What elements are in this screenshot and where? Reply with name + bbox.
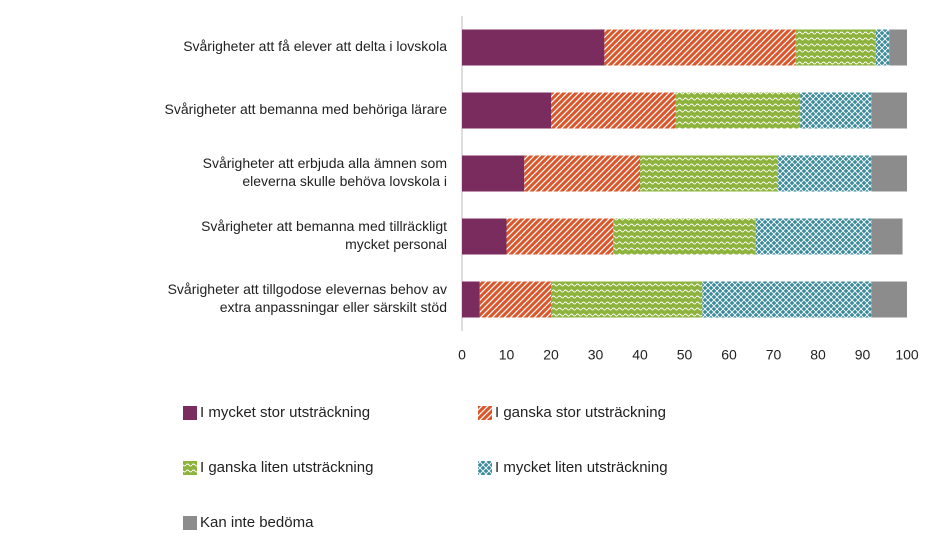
category-label: extra anpassningar eller särskilt stöd xyxy=(220,299,447,315)
x-tick-label: 40 xyxy=(632,347,648,363)
x-tick-label: 80 xyxy=(810,347,826,363)
bar-segment xyxy=(524,155,640,192)
x-tick-label: 0 xyxy=(458,347,466,363)
bar-segment xyxy=(875,29,890,66)
category-label: Svårigheter att bemanna med tillräckligt xyxy=(201,218,447,234)
legend-swatch xyxy=(183,516,197,530)
bar-segment xyxy=(871,218,903,255)
bar-segment xyxy=(551,92,676,129)
bar-segment xyxy=(777,155,872,192)
legend-swatch xyxy=(183,406,197,420)
bar-segment xyxy=(551,281,703,318)
bar-segment xyxy=(604,29,796,66)
x-tick-label: 50 xyxy=(677,347,693,363)
x-tick-label: 90 xyxy=(855,347,871,363)
bar-segment xyxy=(462,29,605,66)
category-label: eleverna skulle behöva lovskola i xyxy=(242,173,447,189)
x-tick-label: 100 xyxy=(895,347,919,363)
bar-segment xyxy=(889,29,907,66)
bar-segment xyxy=(479,281,551,318)
legend-label: I ganska stor utsträckning xyxy=(495,404,666,421)
legend-swatch xyxy=(183,461,197,475)
x-tick-label: 30 xyxy=(588,347,604,363)
x-tick-label: 70 xyxy=(766,347,782,363)
bar-segment xyxy=(640,155,778,192)
bar-segment xyxy=(462,218,507,255)
bar-segment xyxy=(871,92,907,129)
legend-label: I ganska liten utsträckning xyxy=(200,459,373,476)
x-tick-label: 20 xyxy=(543,347,559,363)
bar-segment xyxy=(613,218,756,255)
category-label: Svårigheter att få elever att delta i lo… xyxy=(183,38,447,54)
bar-segment xyxy=(506,218,614,255)
bar-segment xyxy=(462,92,551,129)
category-label: Svårigheter att tillgodose elevernas beh… xyxy=(168,281,447,297)
legend-label: Kan inte bedöma xyxy=(200,514,314,531)
bar-segment xyxy=(871,155,907,192)
bar-segment xyxy=(675,92,801,129)
bar-segment xyxy=(462,155,525,192)
legend-swatch xyxy=(478,461,492,475)
bar-segment xyxy=(800,92,872,129)
category-label: Svårigheter att erbjuda alla ämnen som xyxy=(203,155,447,171)
legend-swatch xyxy=(478,406,492,420)
legend-label: I mycket liten utsträckning xyxy=(495,459,668,476)
bar-segment xyxy=(795,29,876,66)
legend-label: I mycket stor utsträckning xyxy=(200,404,370,421)
bar-segment xyxy=(871,281,907,318)
x-tick-label: 10 xyxy=(499,347,515,363)
category-label: Svårigheter att bemanna med behöriga lär… xyxy=(164,101,447,117)
bar-segment xyxy=(755,218,872,255)
category-label: mycket personal xyxy=(345,236,447,252)
bar-segment xyxy=(702,281,872,318)
x-tick-label: 60 xyxy=(721,347,737,363)
bar-segment xyxy=(462,281,480,318)
